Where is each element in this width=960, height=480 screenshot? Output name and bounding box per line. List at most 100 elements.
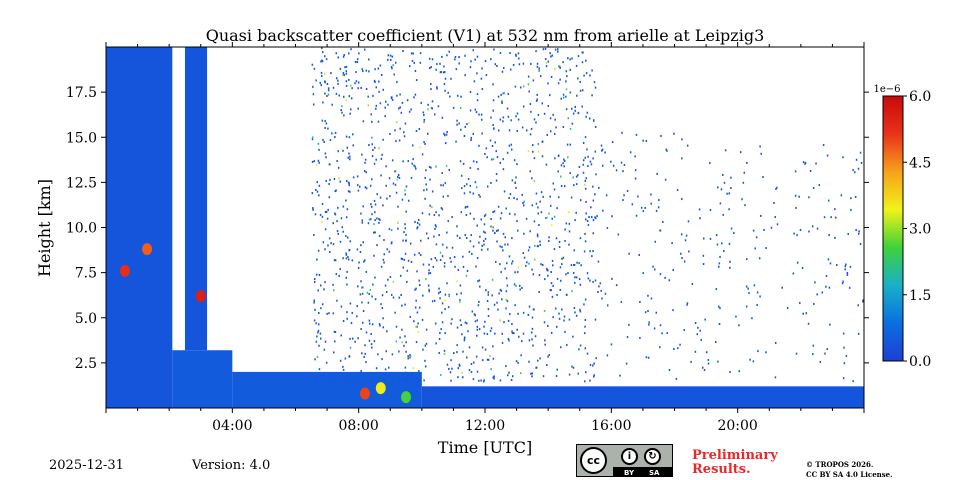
noise-speckle: [343, 114, 345, 117]
noise-speckle: [628, 323, 630, 326]
noise-speckle: [522, 105, 525, 108]
noise-speckle: [847, 233, 849, 236]
noise-speckle: [745, 258, 748, 261]
noise-speckle: [565, 273, 567, 276]
noise-speckle: [339, 67, 342, 70]
noise-speckle: [550, 223, 553, 226]
noise-speckle: [383, 253, 386, 256]
noise-speckle: [501, 341, 504, 344]
noise-speckle: [583, 250, 586, 253]
noise-speckle: [431, 100, 434, 103]
noise-speckle: [581, 105, 583, 108]
noise-speckle: [362, 321, 364, 324]
noise-speckle: [541, 102, 544, 105]
noise-speckle: [495, 260, 497, 263]
y-axis: 2.55.07.510.012.515.017.5: [66, 85, 869, 372]
noise-speckle: [802, 312, 804, 315]
noise-speckle: [507, 115, 510, 118]
noise-speckle: [495, 179, 498, 182]
noise-speckle: [347, 156, 350, 159]
noise-speckle: [469, 166, 472, 169]
noise-speckle: [573, 306, 576, 309]
noise-speckle: [508, 255, 511, 258]
noise-speckle: [378, 221, 380, 224]
noise-speckle: [356, 315, 358, 318]
noise-speckle: [829, 262, 832, 265]
noise-speckle: [317, 311, 320, 314]
footer-date: 2025-12-31: [49, 458, 124, 473]
noise-speckle: [330, 242, 332, 245]
noise-speckle: [685, 234, 688, 237]
noise-speckle: [407, 159, 409, 162]
noise-speckle: [340, 217, 343, 220]
noise-speckle: [457, 268, 460, 271]
noise-speckle: [660, 134, 662, 137]
noise-speckle: [565, 70, 568, 73]
noise-speckle: [535, 99, 538, 102]
noise-speckle: [533, 258, 536, 261]
noise-speckle: [432, 265, 435, 268]
noise-speckle: [506, 300, 509, 303]
noise-speckle: [345, 80, 348, 83]
noise-speckle: [449, 371, 452, 374]
noise-speckle: [575, 183, 578, 186]
noise-speckle: [468, 369, 471, 372]
noise-speckle: [312, 85, 314, 88]
noise-speckle: [370, 203, 372, 206]
noise-speckle: [634, 169, 637, 172]
noise-speckle: [314, 213, 317, 216]
noise-speckle: [728, 242, 731, 245]
noise-speckle: [361, 221, 364, 224]
noise-speckle: [430, 166, 432, 169]
noise-speckle: [470, 139, 472, 142]
noise-speckle: [466, 322, 468, 325]
noise-speckle: [555, 237, 558, 240]
noise-speckle: [808, 230, 810, 233]
noise-speckle: [818, 183, 821, 186]
noise-speckle: [804, 162, 807, 165]
y-tick-label: 2.5: [75, 356, 97, 372]
noise-speckle: [495, 150, 497, 153]
noise-speckle: [546, 267, 548, 270]
noise-speckle: [441, 243, 444, 246]
noise-speckle: [335, 92, 338, 95]
noise-speckle: [518, 57, 520, 60]
noise-speckle: [568, 373, 571, 376]
noise-speckle: [486, 185, 489, 188]
noise-speckle: [821, 291, 824, 294]
noise-speckle: [840, 194, 843, 197]
noise-speckle: [571, 122, 574, 125]
noise-speckle: [346, 270, 348, 273]
noise-speckle: [383, 261, 385, 264]
noise-speckle: [747, 287, 749, 290]
noise-speckle: [733, 231, 735, 234]
noise-speckle: [648, 323, 650, 326]
copyright-line-1: © TROPOS 2026.: [806, 460, 874, 469]
noise-speckle: [479, 285, 481, 288]
noise-speckle: [596, 215, 598, 218]
noise-speckle: [401, 198, 404, 201]
noise-speckle: [521, 286, 523, 289]
noise-speckle: [760, 214, 762, 217]
noise-speckle: [373, 162, 376, 165]
noise-speckle: [379, 324, 381, 327]
noise-speckle: [556, 207, 558, 210]
noise-speckle: [367, 222, 370, 225]
noise-speckle: [748, 292, 750, 295]
noise-speckle: [419, 52, 422, 55]
noise-speckle: [717, 265, 720, 268]
noise-speckle: [375, 367, 378, 370]
noise-speckle: [360, 373, 363, 376]
noise-speckle: [349, 155, 351, 158]
noise-speckle: [575, 276, 578, 279]
noise-speckle: [496, 156, 499, 159]
noise-speckle: [650, 297, 653, 300]
noise-speckle: [611, 141, 614, 144]
noise-speckle: [314, 308, 316, 311]
noise-speckle: [577, 372, 579, 375]
noise-speckle: [359, 251, 362, 254]
noise-speckle: [372, 94, 374, 97]
noise-speckle: [418, 306, 421, 309]
noise-speckle: [574, 276, 576, 279]
noise-speckle: [405, 341, 407, 344]
